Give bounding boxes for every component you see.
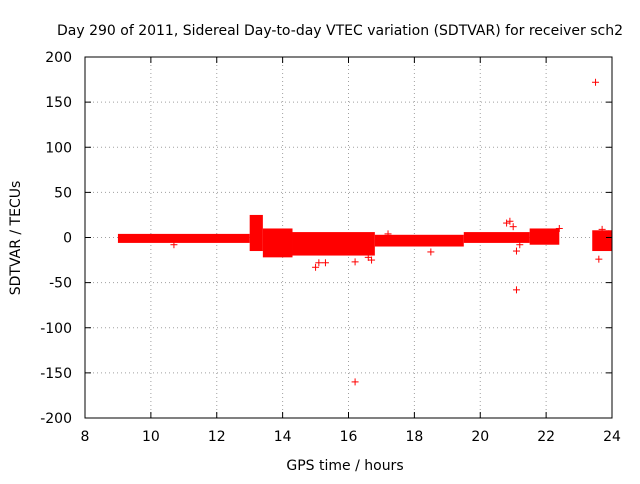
data-point bbox=[427, 248, 435, 256]
data-band bbox=[592, 230, 612, 252]
data-point bbox=[598, 225, 606, 233]
data-band bbox=[529, 228, 560, 245]
x-tick-label: 16 bbox=[340, 429, 358, 445]
x-tick-label: 10 bbox=[142, 429, 160, 445]
x-tick-label: 20 bbox=[471, 429, 489, 445]
data-point bbox=[512, 247, 520, 255]
data-band bbox=[117, 233, 250, 243]
x-axis-label: GPS time / hours bbox=[286, 458, 403, 474]
y-tick-label: 150 bbox=[45, 95, 72, 111]
data-point bbox=[605, 230, 613, 238]
y-tick-label: 0 bbox=[63, 231, 72, 247]
data-point bbox=[321, 259, 329, 267]
data-point bbox=[351, 258, 359, 266]
chart-title: Day 290 of 2011, Sidereal Day-to-day VTE… bbox=[57, 23, 623, 39]
x-tick-label: 14 bbox=[274, 429, 292, 445]
data-layer bbox=[117, 78, 613, 386]
data-point bbox=[509, 223, 517, 231]
y-tick-label: -200 bbox=[40, 411, 72, 427]
data-point bbox=[170, 241, 178, 249]
y-tick-label: -100 bbox=[40, 321, 72, 337]
y-tick-label: 50 bbox=[54, 185, 72, 201]
data-point bbox=[312, 263, 320, 271]
data-point bbox=[384, 230, 392, 238]
axes: 8 10 12 14 16 18 20 22 24 -200 -150 -100 -50 0 50 100 15… bbox=[40, 50, 621, 445]
data-point bbox=[351, 378, 359, 386]
x-tick-label: 8 bbox=[81, 429, 90, 445]
data-band bbox=[374, 234, 464, 247]
data-point bbox=[368, 256, 376, 264]
data-band bbox=[249, 214, 263, 252]
x-tick-label: 18 bbox=[405, 429, 423, 445]
y-tick-label: 100 bbox=[45, 140, 72, 156]
y-axis-label: SDTVAR / TECUs bbox=[8, 181, 24, 296]
data-point bbox=[503, 219, 511, 227]
data-point bbox=[512, 286, 520, 294]
data-band bbox=[262, 228, 293, 258]
data-point bbox=[315, 259, 323, 267]
x-tick-label: 22 bbox=[537, 429, 555, 445]
x-tick-label: 24 bbox=[603, 429, 621, 445]
data-point bbox=[506, 217, 514, 225]
data-point bbox=[555, 224, 563, 232]
data-point bbox=[592, 78, 600, 86]
x-tick-label: 12 bbox=[208, 429, 226, 445]
y-tick-label: 200 bbox=[45, 50, 72, 66]
data-point bbox=[516, 241, 524, 249]
y-tick-label: -50 bbox=[49, 276, 72, 292]
data-band bbox=[292, 232, 375, 256]
data-point bbox=[595, 255, 603, 263]
y-tick-label: -150 bbox=[40, 366, 72, 382]
data-band bbox=[463, 232, 530, 243]
